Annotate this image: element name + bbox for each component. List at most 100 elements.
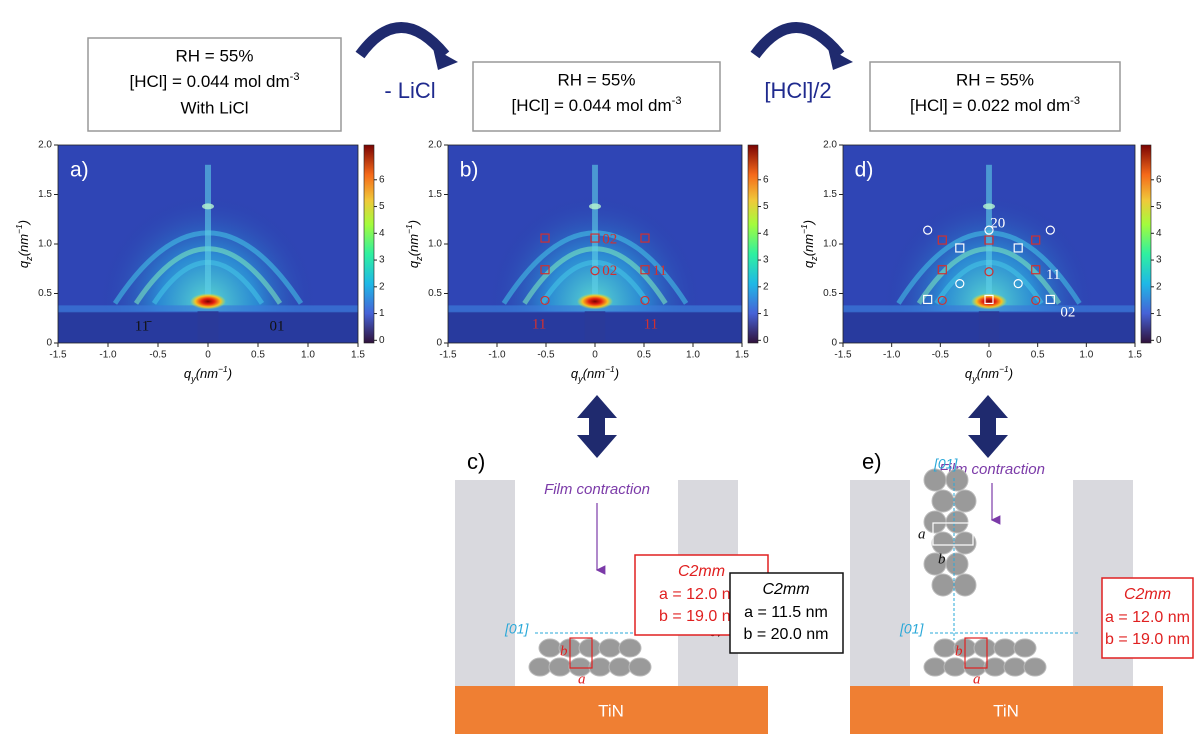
- index-circle: [1013, 279, 1023, 289]
- x-axis-label-part: ): [226, 366, 232, 381]
- colorbar-label: 3: [763, 255, 769, 266]
- micelle: [1023, 657, 1047, 677]
- y-tick-label: 1.5: [428, 189, 442, 200]
- index-square: [984, 235, 994, 245]
- x-axis-label-part: −1: [605, 364, 615, 374]
- index-circle: [1045, 225, 1055, 235]
- y-axis-label: qz(nm−1): [14, 220, 34, 268]
- y-axis-label-part: q: [16, 260, 31, 268]
- x-axis-label: qy(nm−1): [571, 364, 619, 384]
- arrow-head: [433, 48, 458, 70]
- x-axis-label-part: (nm: [196, 366, 219, 381]
- streak-spot: [589, 203, 601, 210]
- specular-peak: [190, 293, 226, 310]
- double-arrow: [968, 395, 1008, 458]
- x-tick-label: -1.0: [488, 350, 506, 361]
- vector-a: a: [973, 671, 981, 687]
- y-tick-label: 0: [436, 338, 442, 349]
- direction-label: [01]: [933, 456, 958, 472]
- index-circle: [984, 225, 994, 235]
- peak-label: 11̄: [135, 319, 152, 335]
- y-tick-label: 0: [831, 338, 837, 349]
- y-axis-label: qz(nm−1): [404, 220, 424, 268]
- condition-rh: RH = 55%: [956, 70, 1034, 89]
- colorbar-label: 6: [763, 174, 769, 185]
- index-circle: [1031, 295, 1041, 306]
- colorbar: [1140, 144, 1152, 344]
- substrate-label: TiN: [993, 701, 1019, 720]
- cell-box: [729, 572, 844, 654]
- x-tick-label: -1.5: [439, 350, 457, 361]
- colorbar-label: 6: [1156, 174, 1162, 185]
- colorbar-label: 3: [379, 255, 385, 266]
- x-axis-label: qy(nm−1): [184, 364, 232, 384]
- condition-hcl: [HCl] = 0.044 mol dm-3: [512, 95, 682, 116]
- index-square: [590, 233, 600, 243]
- x-tick-label: -1.0: [883, 350, 901, 361]
- x-tick-label: 1.0: [301, 350, 315, 361]
- specular-peak: [577, 293, 613, 310]
- y-axis-label-part: −1: [14, 224, 24, 234]
- cell-name: C2mm: [678, 563, 725, 580]
- condition-extra: With LiCl: [180, 98, 248, 117]
- index-square: [955, 243, 965, 253]
- micelle: [953, 573, 977, 597]
- x-tick-label: -1.5: [49, 350, 67, 361]
- y-axis-label-part: z: [24, 256, 34, 262]
- pillar: [455, 480, 515, 686]
- y-axis-label-part: −1: [404, 224, 414, 234]
- condition-box: [472, 61, 721, 132]
- cell-b: b = 20.0 nm: [744, 626, 829, 643]
- y-axis-label-part: q: [801, 260, 816, 268]
- colorbar-label: 4: [1156, 228, 1162, 239]
- condition-hcl: [HCl] = 0.044 mol dm-3: [130, 71, 300, 92]
- index-square: [1031, 235, 1041, 245]
- micelle: [1013, 638, 1037, 658]
- cell-a: a = 11.5 nm: [744, 604, 828, 621]
- micelle: [923, 657, 947, 677]
- x-axis-label-part: q: [184, 366, 192, 381]
- direction-label: [01]: [899, 621, 924, 637]
- index-circle: [923, 225, 933, 235]
- index-circle: [540, 295, 550, 306]
- index-square: [1013, 243, 1023, 253]
- micelle: [598, 638, 622, 658]
- x-axis-label-part: ): [613, 366, 619, 381]
- micelle: [538, 638, 562, 658]
- condition-hcl: [HCl] = 0.022 mol dm-3: [910, 95, 1080, 116]
- y-tick-label: 1.5: [823, 189, 837, 200]
- x-axis-label-part: (nm: [583, 366, 606, 381]
- double-arrow: [577, 395, 617, 458]
- x-tick-label: 0: [592, 350, 598, 361]
- panel-label: a): [70, 158, 89, 181]
- colorbar-label: 1: [379, 308, 385, 319]
- micelle: [578, 638, 602, 658]
- colorbar-label: 0: [763, 335, 769, 346]
- peak-label: 01: [270, 319, 285, 335]
- y-tick-label: 1.5: [38, 189, 52, 200]
- colorbar-label: 3: [1156, 255, 1162, 266]
- y-tick-label: 1.0: [823, 239, 837, 250]
- x-tick-label: 0.5: [1031, 350, 1045, 361]
- x-tick-label: 1.5: [1128, 350, 1142, 361]
- x-axis-label: qy(nm−1): [965, 364, 1013, 384]
- specular-peak: [971, 293, 1007, 310]
- vector-b: b: [938, 551, 946, 567]
- pillar: [850, 480, 910, 686]
- x-axis-label-part: ): [1007, 366, 1013, 381]
- substrate: [850, 686, 1163, 734]
- index-square: [1045, 294, 1055, 305]
- y-axis-label-part: −1: [799, 224, 809, 234]
- streak-spot: [983, 203, 995, 210]
- panel-label: c): [467, 449, 485, 474]
- cell-a: a = 12.0 nm: [1105, 609, 1190, 626]
- colorbar: [363, 144, 375, 344]
- index-square: [640, 233, 650, 243]
- colorbar-label: 1: [1156, 308, 1162, 319]
- y-axis-label-part: ): [406, 220, 421, 226]
- peak-label: 20: [990, 216, 1005, 232]
- y-tick-label: 1.0: [428, 239, 442, 250]
- micelle: [945, 468, 969, 492]
- index-square: [923, 294, 933, 305]
